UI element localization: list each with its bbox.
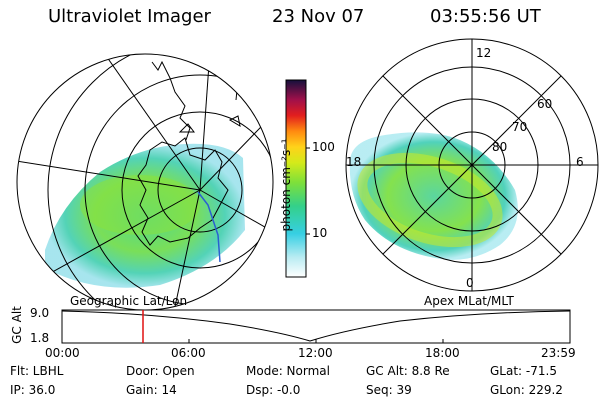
coastline-chile — [195, 57, 239, 101]
mlt-label-0: 0 — [466, 276, 474, 290]
colorbar-tick-100: 100 — [312, 140, 335, 154]
altitude-plot — [61, 309, 571, 344]
lat-label-60: 60 — [537, 97, 553, 111]
altitude-xtick-2: 12:00 — [298, 346, 333, 360]
filter-info: Flt: LBHL — [10, 364, 64, 378]
lat-label-80: 80 — [492, 140, 508, 154]
coastline-islands — [178, 123, 195, 133]
mlt-label-18: 18 — [346, 155, 362, 169]
mlt-label-12: 12 — [476, 46, 492, 60]
polar-aurora-band — [357, 152, 503, 248]
colorbar — [285, 79, 310, 278]
seq-info: Seq: 39 — [366, 383, 412, 397]
colorbar-unit-label: photon cm⁻²s⁻¹ — [279, 138, 293, 232]
time-label: 03:55:56 UT — [430, 6, 541, 27]
altitude-xtick-1: 06:00 — [171, 346, 206, 360]
altitude-xtick-4: 23:59 — [541, 346, 576, 360]
altitude-xtick-3: 18:00 — [425, 346, 460, 360]
date-label: 23 Nov 07 — [272, 6, 365, 27]
magnetic-meridian — [197, 191, 221, 263]
polar-image — [345, 38, 599, 292]
altitude-ytick-high: 9.0 — [30, 306, 50, 320]
colorbar-scale — [285, 79, 307, 278]
ip-info: IP: 36.0 — [10, 383, 56, 397]
lat-label-70: 70 — [512, 120, 528, 134]
glon-info: GLon: 229.2 — [490, 383, 563, 397]
altitude-ytick-low: 1.8 — [30, 331, 50, 345]
door-info: Door: Open — [126, 364, 195, 378]
gain-info: Gain: 14 — [126, 383, 177, 397]
colorbar-tick-10: 10 — [312, 226, 328, 240]
glat-info: GLat: -71.5 — [490, 364, 557, 378]
dsp-info: Dsp: -0.0 — [246, 383, 301, 397]
coastline-antarctica — [137, 137, 229, 246]
polar-caption: Apex MLat/MLT — [424, 294, 514, 308]
mlt-label-6: 6 — [576, 155, 584, 169]
altitude-xtick-0: 00:00 — [45, 346, 80, 360]
geo-caption: Geographic Lat/Lon — [70, 294, 188, 308]
instrument-title: Ultraviolet Imager — [48, 6, 211, 27]
mode-info: Mode: Normal — [246, 364, 330, 378]
altitude-curve — [61, 310, 571, 342]
altitude-ylabel: GC Alt — [10, 306, 24, 344]
gc-alt-info: GC Alt: 8.8 Re — [366, 364, 450, 378]
geographic-image — [16, 53, 274, 311]
